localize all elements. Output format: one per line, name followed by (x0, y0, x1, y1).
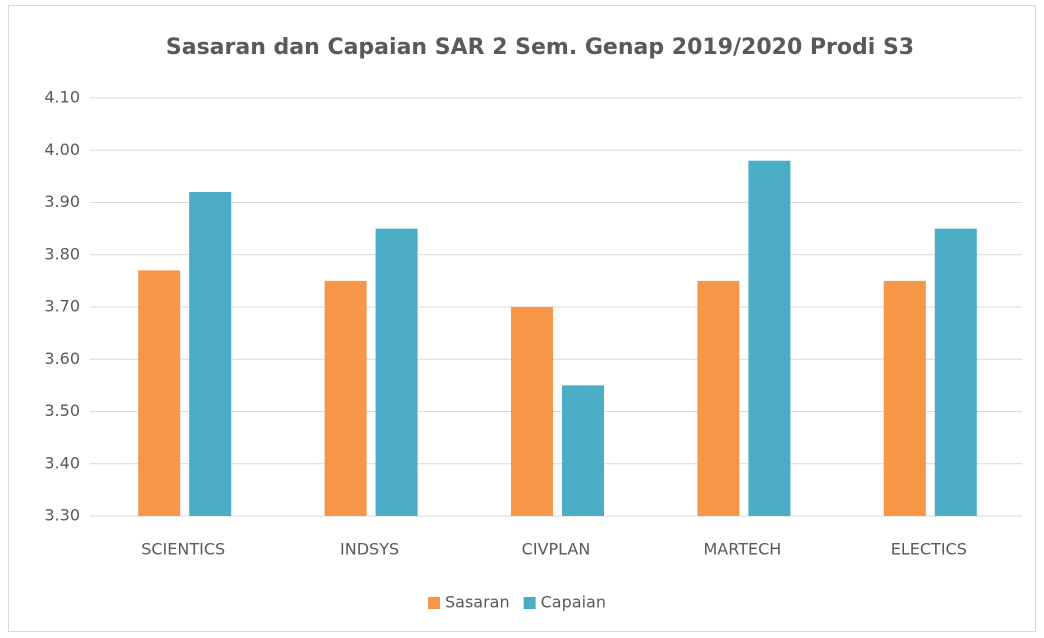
y-tick-label: 3.40 (44, 453, 80, 472)
legend-label: Capaian (541, 593, 606, 612)
bar (189, 192, 232, 517)
legend-label: Sasaran (445, 593, 510, 612)
bar (697, 280, 740, 516)
x-tick-label: MARTECH (704, 540, 782, 559)
y-tick-label: 3.30 (44, 506, 80, 525)
y-tick-label: 3.70 (44, 297, 80, 316)
bar (562, 385, 604, 516)
bar (883, 280, 926, 516)
x-tick-label: SCIENTICS (141, 540, 225, 559)
y-tick-label: 3.90 (44, 192, 80, 211)
x-tick-label: CIVPLAN (522, 540, 591, 559)
bar (138, 270, 181, 516)
bar (748, 160, 791, 516)
legend-swatch (523, 597, 536, 609)
bar (375, 228, 418, 516)
y-tick-label: 3.50 (44, 401, 80, 420)
legend-swatch (428, 597, 440, 609)
x-tick-label: ELECTICS (891, 540, 967, 559)
bar (324, 280, 367, 516)
x-tick-label: INDSYS (340, 540, 399, 559)
y-tick-label: 4.00 (44, 140, 80, 159)
bar (934, 228, 977, 516)
y-tick-label: 4.10 (44, 88, 80, 107)
bar (511, 307, 553, 516)
y-tick-label: 3.60 (44, 349, 80, 368)
chart-title: Sasaran dan Capaian SAR 2 Sem. Genap 201… (166, 35, 914, 60)
y-tick-label: 3.80 (44, 244, 80, 263)
